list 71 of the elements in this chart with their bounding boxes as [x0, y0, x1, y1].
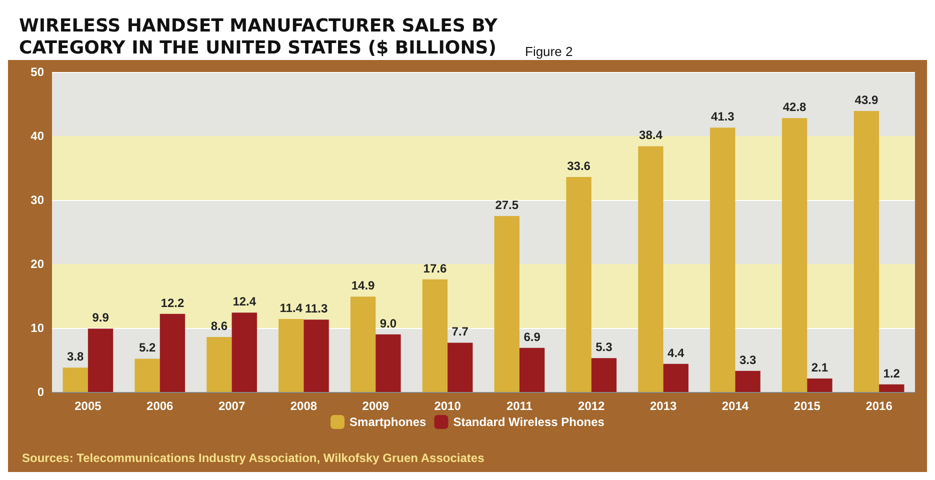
data-label: 6.9 [524, 330, 541, 344]
bar [782, 118, 808, 392]
bar [663, 364, 688, 392]
data-label: 12.4 [232, 294, 256, 309]
data-label: 12.2 [160, 296, 184, 310]
data-label: 17.6 [423, 261, 447, 276]
source-note: Sources: Telecommunications Industry Association, Wilkofsky Gruen Associates [22, 451, 485, 465]
bar [422, 279, 448, 392]
bar [807, 378, 832, 392]
bar [591, 358, 617, 392]
x-tick-label: 2014 [722, 399, 749, 413]
bar [88, 328, 114, 392]
x-tick-label: 2015 [794, 399, 821, 413]
x-tick-label: 2006 [146, 399, 174, 413]
bar [519, 348, 545, 392]
x-tick-label: 2010 [434, 399, 462, 413]
y-tick-label: 30 [30, 193, 44, 207]
x-tick-label: 2009 [362, 399, 390, 413]
x-tick-label: 2005 [74, 399, 102, 413]
data-label: 27.5 [495, 198, 519, 212]
x-tick-label: 2007 [218, 399, 246, 413]
data-label: 9.0 [380, 316, 397, 330]
bar [134, 358, 160, 392]
data-label: 11.4 [280, 301, 303, 316]
data-label: 42.8 [782, 100, 807, 114]
legend-label: Standard Wireless Phones [453, 415, 605, 429]
bar [160, 314, 186, 392]
y-tick-label: 20 [30, 257, 44, 271]
bar [448, 342, 473, 392]
bar [735, 370, 760, 392]
bar [638, 146, 664, 392]
data-label: 11.3 [304, 302, 328, 316]
data-label: 3.8 [67, 350, 84, 364]
data-label: 41.3 [710, 110, 735, 124]
bar [278, 319, 304, 392]
data-label: 7.7 [452, 324, 469, 339]
data-label: 14.9 [351, 278, 376, 293]
bar [350, 296, 376, 392]
data-label: 43.9 [854, 93, 878, 108]
data-label: 4.4 [668, 346, 685, 360]
data-label: 8.6 [210, 318, 228, 333]
data-label: 3.3 [739, 352, 756, 367]
x-tick-label: 2008 [290, 399, 318, 413]
bar [206, 336, 232, 392]
data-label: 5.2 [138, 340, 156, 355]
data-label: 38.4 [639, 128, 663, 142]
x-tick-label: 2011 [506, 399, 533, 413]
bar [879, 384, 904, 392]
bar [566, 176, 592, 392]
chart-title: WIRELESS HANDSET MANUFACTURER SALES BY CATEGORY IN THE UNITED STATES ($ BILLIONS) [19, 16, 504, 58]
bar [854, 111, 880, 392]
y-tick-label: 10 [30, 321, 44, 335]
data-label: 5.3 [596, 340, 613, 354]
y-tick-label: 40 [30, 129, 44, 143]
bar [494, 216, 520, 392]
x-tick-label: 2013 [650, 399, 677, 413]
legend-label: Smartphones [350, 415, 427, 429]
chart-subtitle: Figure 2 [525, 44, 573, 59]
data-label: 9.9 [92, 310, 110, 325]
y-tick-label: 0 [37, 385, 44, 399]
data-label: 1.2 [883, 366, 900, 380]
bar [232, 312, 257, 392]
bar [376, 334, 401, 392]
x-tick-label: 2012 [578, 399, 606, 413]
bar [304, 320, 329, 392]
data-label: 33.6 [567, 158, 591, 173]
bar [62, 368, 88, 392]
bar [710, 128, 736, 392]
x-tick-label: 2016 [866, 399, 893, 413]
y-tick-label: 50 [30, 65, 44, 79]
data-label: 2.1 [811, 360, 828, 375]
